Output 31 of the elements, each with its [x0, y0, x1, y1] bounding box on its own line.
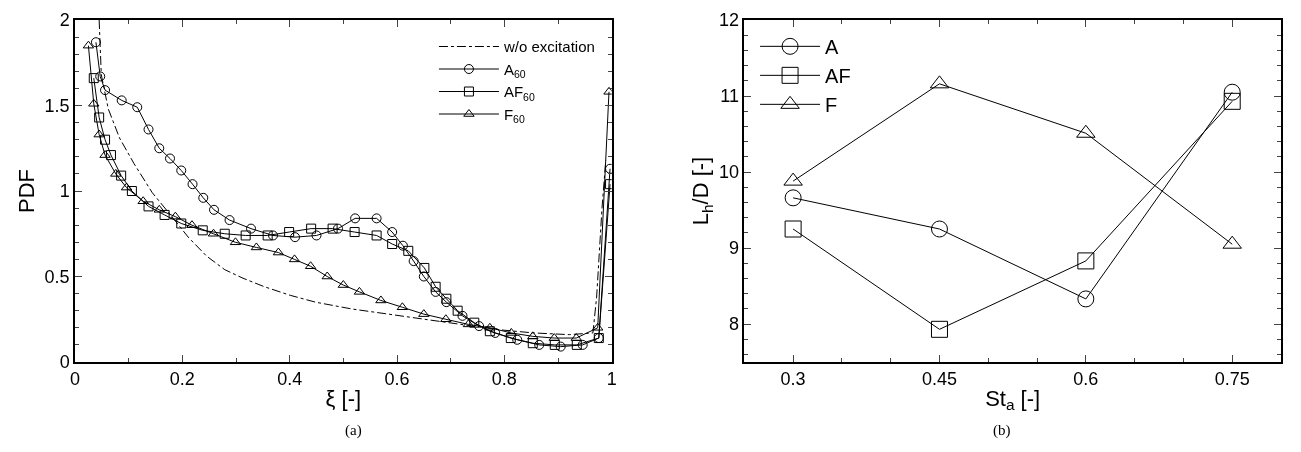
y-tick-label: 9: [728, 238, 739, 259]
text: (a): [345, 422, 362, 439]
y-tick-label: 12: [718, 10, 739, 31]
y-axis-title: PDF: [13, 169, 39, 213]
legend-label: AF$_{60}$: [503, 83, 535, 103]
y-tick-label: 8: [728, 314, 739, 335]
x-tick-label: 0.6: [384, 369, 410, 390]
x-tick-label: 0.3: [780, 369, 806, 390]
legend-label: F$_{60}$: [503, 105, 525, 126]
x-tick-label: 0.75: [1214, 369, 1250, 390]
x-tick-label: 0.45: [921, 369, 957, 390]
y-tick-label: 10: [718, 162, 739, 183]
x-tick-label: 0.8: [491, 369, 517, 390]
legend-label: w/o excitation: [502, 38, 595, 56]
legend-label: A$_{60}$: [503, 60, 526, 81]
legend-label: AF: [825, 65, 851, 88]
x-axis-title: St$_{a}$ [-]: [985, 385, 1041, 414]
y-tick-label: 1.5: [44, 95, 70, 116]
x-tick-label: 0.4: [277, 369, 303, 390]
legend-label: F: [825, 94, 838, 117]
y-tick-label: 11: [720, 86, 739, 107]
text: (b): [993, 422, 1011, 439]
x-tick-label: 0.6: [1073, 369, 1099, 390]
x-axis-title: ξ [-]: [325, 385, 362, 411]
y-tick-label: 0: [59, 352, 70, 373]
y-tick-label: 0.5: [44, 266, 70, 287]
y-tick-label: 2: [59, 10, 70, 31]
legend-label: A: [825, 36, 840, 59]
x-tick-label: 1: [606, 369, 617, 390]
x-tick-label: 0.2: [169, 369, 195, 390]
y-tick-label: 1: [59, 181, 70, 202]
